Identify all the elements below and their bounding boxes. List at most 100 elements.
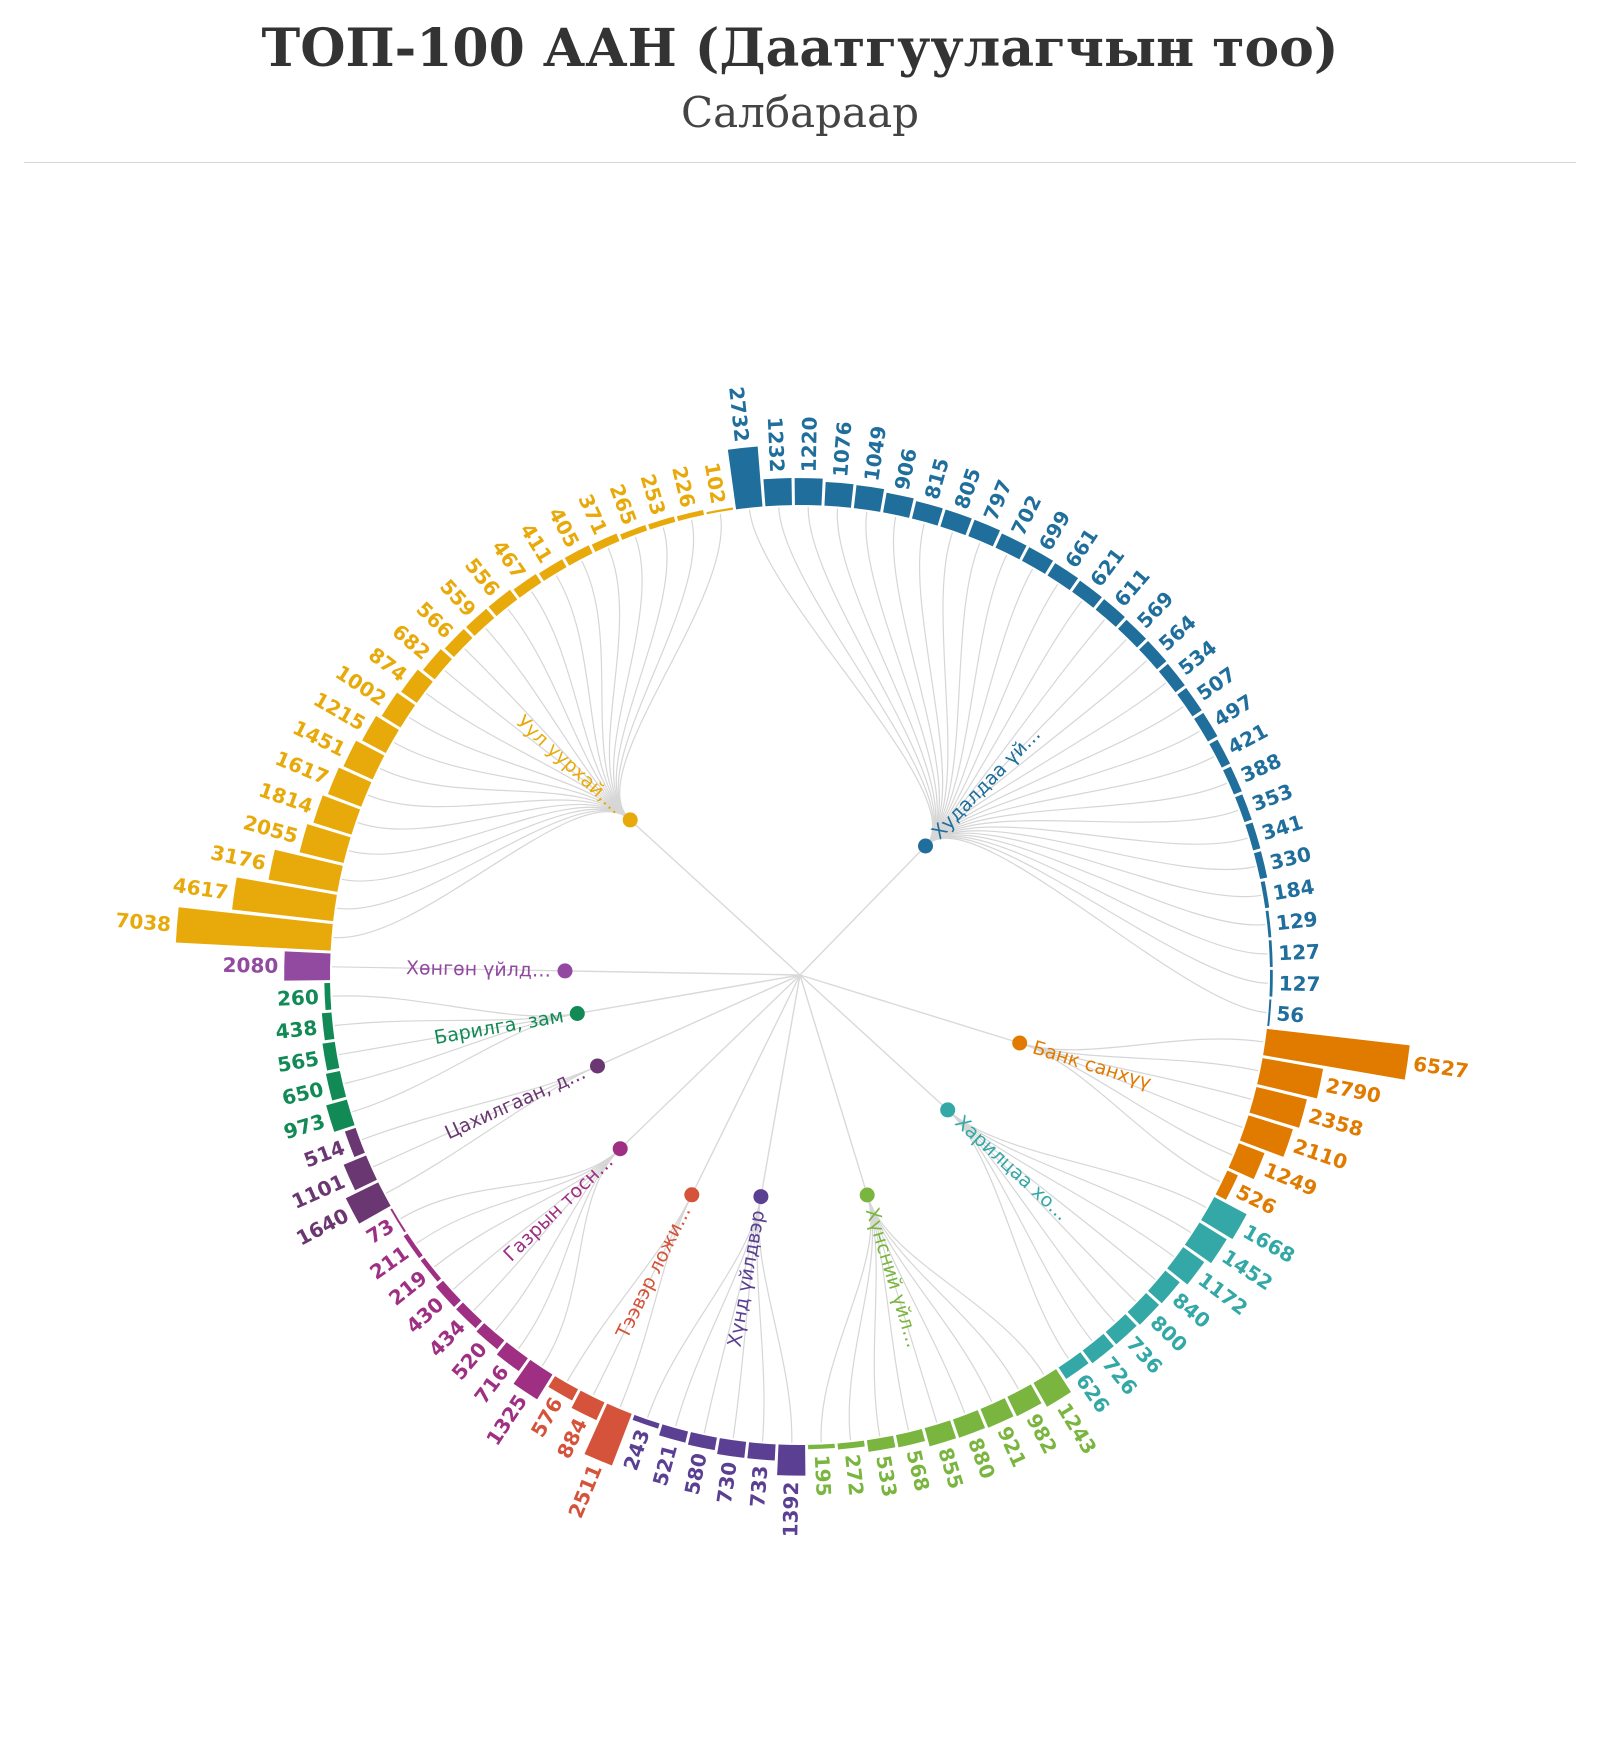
bar[interactable] [853,485,885,512]
group-node[interactable] [1012,1035,1028,1051]
bar[interactable] [284,951,331,981]
bar[interactable] [422,649,452,680]
bar[interactable] [456,1302,482,1329]
group-node[interactable] [557,963,573,979]
bar[interactable] [513,573,542,598]
bar[interactable] [232,877,337,922]
bar[interactable] [763,477,792,507]
bar[interactable] [343,740,385,780]
bar[interactable] [1260,881,1270,909]
bar[interactable] [659,1424,689,1443]
bar[interactable] [1082,1333,1114,1364]
bar[interactable] [995,533,1027,560]
bar[interactable] [343,1155,377,1191]
bar[interactable] [1105,1314,1137,1345]
bar[interactable] [1253,851,1268,880]
bar[interactable] [1194,712,1218,742]
bar[interactable] [1058,1352,1089,1379]
bar[interactable] [911,501,943,526]
bar[interactable] [1209,739,1231,768]
bar[interactable] [1007,1384,1042,1417]
bar[interactable] [444,629,473,657]
bar[interactable] [632,1414,660,1429]
bar[interactable] [1249,1086,1307,1128]
bar[interactable] [175,907,333,951]
bar[interactable] [1265,910,1272,938]
bar[interactable] [980,1398,1014,1428]
bar[interactable] [466,608,495,636]
bar[interactable] [1239,1115,1293,1157]
bar[interactable] [513,1359,553,1400]
bar[interactable] [1201,1196,1247,1240]
group-node[interactable] [940,1102,956,1118]
bar[interactable] [1215,1170,1238,1200]
group-node[interactable] [918,838,933,854]
bar[interactable] [362,716,399,754]
bar[interactable] [591,533,620,552]
bar[interactable] [883,492,914,518]
bar[interactable] [1267,999,1272,1027]
bar[interactable] [321,1012,335,1041]
group-node[interactable] [684,1187,700,1203]
bar[interactable] [322,1041,340,1071]
bar[interactable] [390,1208,406,1233]
bar[interactable] [1228,1143,1265,1180]
bar[interactable] [706,507,734,515]
bar[interactable] [420,1257,442,1282]
bar[interactable] [1118,619,1147,648]
bar[interactable] [403,1233,423,1259]
bar[interactable] [584,1403,632,1466]
bar[interactable] [1268,940,1273,967]
bar[interactable] [571,1390,605,1421]
bar[interactable] [687,1432,717,1451]
group-node[interactable] [622,812,638,828]
bar[interactable] [548,1376,579,1401]
bar[interactable] [476,1323,505,1350]
bar[interactable] [866,1435,896,1452]
bar[interactable] [327,767,372,807]
bar[interactable] [648,516,676,530]
bar[interactable] [1127,1293,1160,1325]
bar[interactable] [299,824,351,864]
group-node[interactable] [590,1058,605,1074]
bar[interactable] [381,692,416,728]
bar[interactable] [1245,822,1261,851]
bar[interactable] [777,1444,806,1476]
bar[interactable] [325,1070,347,1101]
bar[interactable] [1021,547,1054,574]
group-node[interactable] [612,1141,628,1157]
bar[interactable] [1223,766,1242,795]
bar[interactable] [488,589,518,617]
bar[interactable] [435,1280,461,1307]
bar[interactable] [1269,969,1273,997]
bar[interactable] [538,559,567,581]
bar[interactable] [1257,1058,1324,1099]
bar[interactable] [794,478,823,506]
bar[interactable] [345,1182,391,1224]
bar[interactable] [564,545,593,566]
bar[interactable] [313,795,361,835]
bar[interactable] [344,1127,365,1158]
bar[interactable] [326,1099,355,1132]
group-node[interactable] [753,1189,769,1205]
group-node[interactable] [859,1187,875,1203]
bar[interactable] [824,481,854,508]
bar[interactable] [1235,794,1252,823]
bar[interactable] [1072,580,1102,608]
bar[interactable] [1033,1369,1072,1407]
bar[interactable] [895,1428,926,1448]
bar[interactable] [620,525,648,540]
bar[interactable] [717,1438,747,1458]
bar[interactable] [747,1442,776,1461]
bar[interactable] [1148,1270,1180,1304]
bar[interactable] [1263,1028,1410,1080]
bar[interactable] [1177,687,1202,717]
bar[interactable] [401,669,433,703]
bar[interactable] [924,1420,957,1447]
bar[interactable] [968,519,1001,547]
bar[interactable] [940,509,972,536]
bar[interactable] [808,1443,835,1450]
bar[interactable] [1184,1222,1227,1264]
bar[interactable] [1047,563,1079,591]
bar[interactable] [952,1410,986,1438]
